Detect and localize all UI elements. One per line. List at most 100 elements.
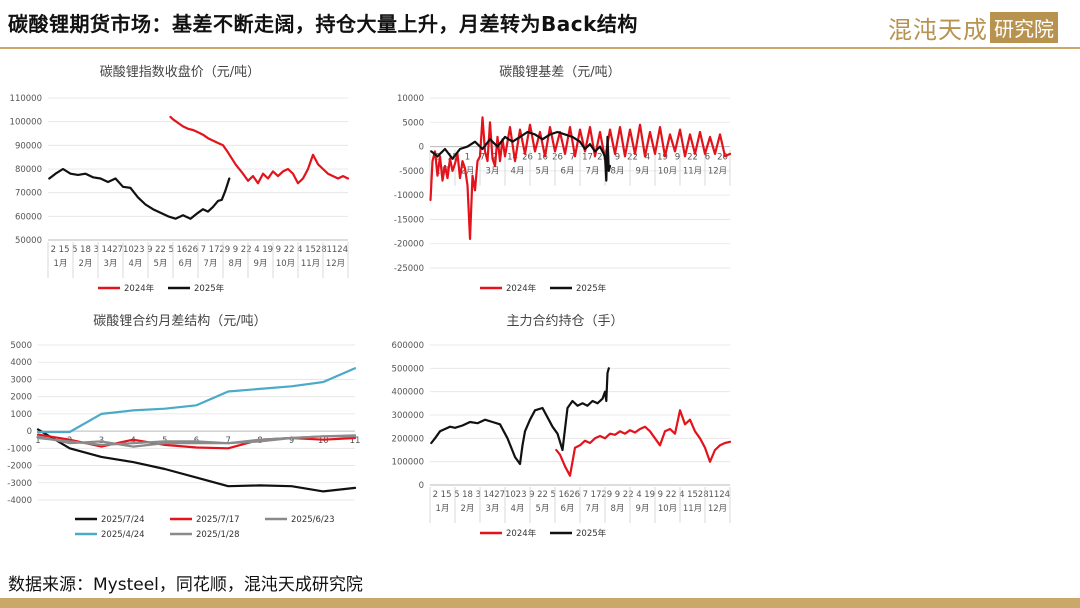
- x-tick-label: 10: [318, 436, 329, 446]
- x-day-label: 7: [570, 153, 575, 163]
- x-day-label: 28: [698, 490, 709, 500]
- legend-label: 2024年: [506, 528, 537, 539]
- x-day-label: 17: [209, 245, 220, 255]
- footer-bar: [0, 598, 1080, 608]
- series-line-0: [36, 428, 357, 493]
- x-day-label: 22: [284, 245, 295, 255]
- x-day-label: 5: [454, 490, 459, 500]
- chart-title: 碳酸锂合约月差结构（元/吨）: [93, 314, 266, 329]
- x-day-label: 10: [505, 490, 516, 500]
- x-month-label: 11月: [683, 504, 702, 514]
- x-month-label: 5月: [536, 504, 550, 514]
- x-month-label: 10月: [658, 504, 677, 514]
- x-day-label: 24: [719, 490, 730, 500]
- x-day-label: 17: [591, 490, 602, 500]
- x-day-label: 27: [494, 490, 505, 500]
- x-tick-label: 9: [289, 436, 294, 446]
- page-title: 碳酸锂期货市场：基差不断走阔，持仓大量上升，月差转为Back结构: [8, 12, 638, 36]
- x-month-label: 2月: [79, 259, 93, 269]
- x-month-label: 5月: [154, 259, 168, 269]
- x-day-label: 29: [597, 153, 608, 163]
- y-tick-label: 4000: [10, 358, 32, 368]
- legend-label: 2025/7/17: [196, 515, 240, 525]
- x-day-label: 11: [709, 490, 720, 500]
- y-tick-label: 2000: [10, 393, 32, 403]
- y-tick-label: 500000: [392, 364, 424, 374]
- x-day-label: 9: [276, 245, 281, 255]
- x-day-label: 15: [687, 490, 698, 500]
- x-day-label: 7: [480, 153, 485, 163]
- x-day-label: 23: [516, 490, 527, 500]
- x-month-label: 8月: [611, 167, 625, 177]
- x-day-label: 22: [666, 490, 677, 500]
- x-day-label: 22: [155, 245, 166, 255]
- x-day-label: 26: [569, 490, 580, 500]
- x-tick-label: 7: [225, 436, 230, 446]
- x-day-label: 17: [582, 153, 593, 163]
- x-month-label: 11月: [683, 167, 702, 177]
- x-day-label: 22: [537, 490, 548, 500]
- x-day-label: 2: [51, 245, 56, 255]
- x-day-label: 28: [316, 245, 327, 255]
- legend-label: 2024年: [124, 283, 155, 294]
- x-day-label: 7: [583, 490, 588, 500]
- x-day-label: 14: [507, 153, 518, 163]
- y-tick-label: 110000: [10, 94, 42, 104]
- x-day-label: 22: [687, 153, 698, 163]
- x-month-label: 12月: [326, 259, 345, 269]
- y-tick-label: -1000: [7, 444, 32, 454]
- x-tick-label: 11: [350, 436, 361, 446]
- x-month-label: 4月: [511, 167, 525, 177]
- x-day-label: 6: [705, 153, 710, 163]
- x-month-label: 9月: [636, 167, 650, 177]
- x-day-label: 18: [462, 490, 473, 500]
- x-month-label: 1月: [54, 259, 68, 269]
- x-month-label: 8月: [611, 504, 625, 514]
- x-day-label: 4: [645, 153, 650, 163]
- y-tick-label: 0: [419, 481, 424, 491]
- x-month-label: 7月: [204, 259, 218, 269]
- x-month-label: 7月: [586, 167, 600, 177]
- y-tick-label: -4000: [7, 496, 32, 506]
- source-note: 数据来源：Mysteel，同花顺，混沌天成研究院: [8, 575, 363, 595]
- y-tick-label: 400000: [392, 388, 424, 398]
- x-month-label: 6月: [561, 167, 575, 177]
- x-month-label: 7月: [586, 504, 600, 514]
- y-tick-label: 0: [27, 427, 32, 437]
- x-day-label: 4: [297, 245, 302, 255]
- open-interest-chart: 主力合约持仓（手） 0 100000 200000 300000 400000 500000…: [392, 314, 732, 539]
- x-day-label: 4: [636, 490, 641, 500]
- x-month-label: 8月: [229, 259, 243, 269]
- y-tick-label: -3000: [7, 479, 32, 489]
- y-tick-label: 200000: [392, 434, 424, 444]
- x-day-label: 22: [623, 490, 634, 500]
- series-line-1: [430, 367, 610, 466]
- legend-label: 2025/7/24: [101, 515, 145, 525]
- y-tick-label: -20000: [394, 240, 424, 250]
- y-tick-label: 1000: [10, 410, 32, 420]
- x-month-label: 9月: [636, 504, 650, 514]
- x-month-label: 2月: [461, 504, 475, 514]
- x-month-label: 1月: [436, 504, 450, 514]
- x-day-label: 16: [177, 245, 188, 255]
- x-month-label: 11月: [301, 259, 320, 269]
- chart-title: 主力合约持仓（手）: [506, 314, 623, 329]
- x-day-label: 10: [123, 245, 134, 255]
- y-tick-label: 10000: [397, 94, 424, 104]
- x-day-label: 9: [233, 245, 238, 255]
- x-month-label: 3月: [486, 504, 500, 514]
- x-day-label: 4: [679, 490, 684, 500]
- y-tick-label: 60000: [15, 212, 42, 222]
- x-day-label: 11: [327, 245, 338, 255]
- y-tick-label: 3000: [10, 375, 32, 385]
- y-tick-label: 300000: [392, 411, 424, 421]
- x-day-label: 2: [435, 153, 440, 163]
- series-line-0: [429, 116, 732, 240]
- x-day-label: 15: [441, 490, 452, 500]
- legend-label: 2024年: [506, 283, 537, 294]
- x-day-label: 4: [254, 245, 259, 255]
- x-month-label: 6月: [561, 504, 575, 514]
- chart-title: 碳酸锂基差（元/吨）: [499, 65, 620, 80]
- x-month-label: 10月: [658, 167, 677, 177]
- brand-logo: 混沌天成 研究院: [888, 10, 1058, 45]
